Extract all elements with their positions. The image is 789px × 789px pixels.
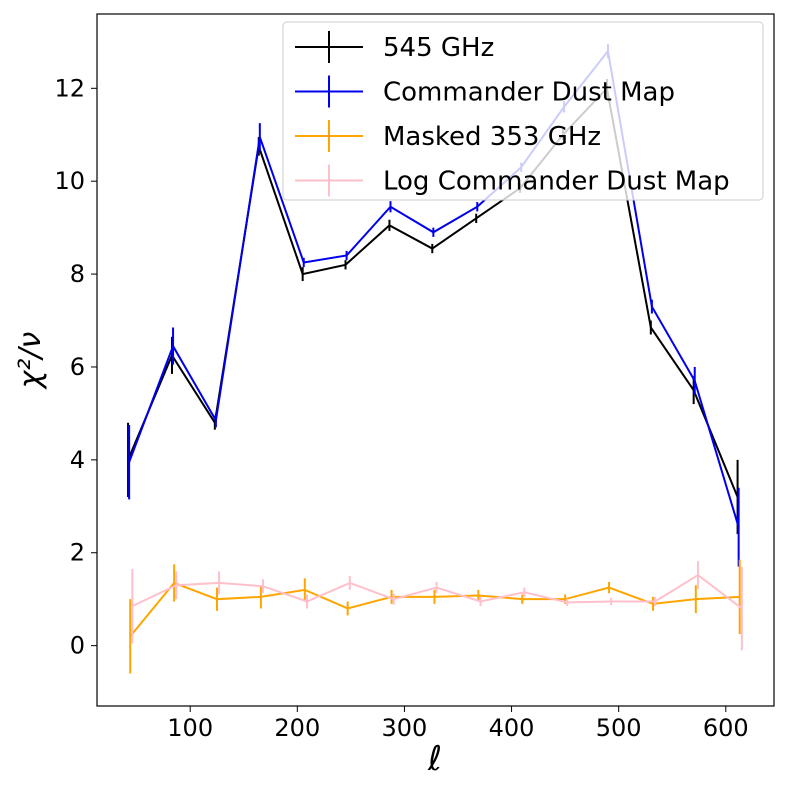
legend-label: 545 GHz [383, 33, 494, 63]
plot-frame [96, 13, 775, 707]
legend-label: Log Commander Dust Map [383, 167, 730, 197]
y-tick-label: 8 [70, 260, 85, 288]
y-axis-label: χ²/ν [13, 331, 48, 390]
y-tick-label: 4 [70, 446, 85, 474]
y-tick-label: 6 [70, 353, 85, 381]
y-tick-label: 2 [70, 539, 85, 567]
x-tick-label: 600 [703, 714, 749, 742]
y-tick-label: 10 [54, 167, 85, 195]
x-tick-label: 400 [489, 714, 535, 742]
y-tick-label: 12 [54, 74, 85, 102]
x-tick-label: 500 [596, 714, 642, 742]
legend-label: Commander Dust Map [383, 78, 675, 108]
legend-box [282, 21, 764, 201]
x-axis-label: ℓ [427, 739, 442, 779]
x-tick-label: 300 [382, 714, 428, 742]
x-tick-label: 100 [167, 714, 213, 742]
legend-label: Masked 353 GHz [383, 122, 601, 152]
y-tick-label: 0 [70, 632, 85, 660]
x-tick-label: 200 [274, 714, 320, 742]
